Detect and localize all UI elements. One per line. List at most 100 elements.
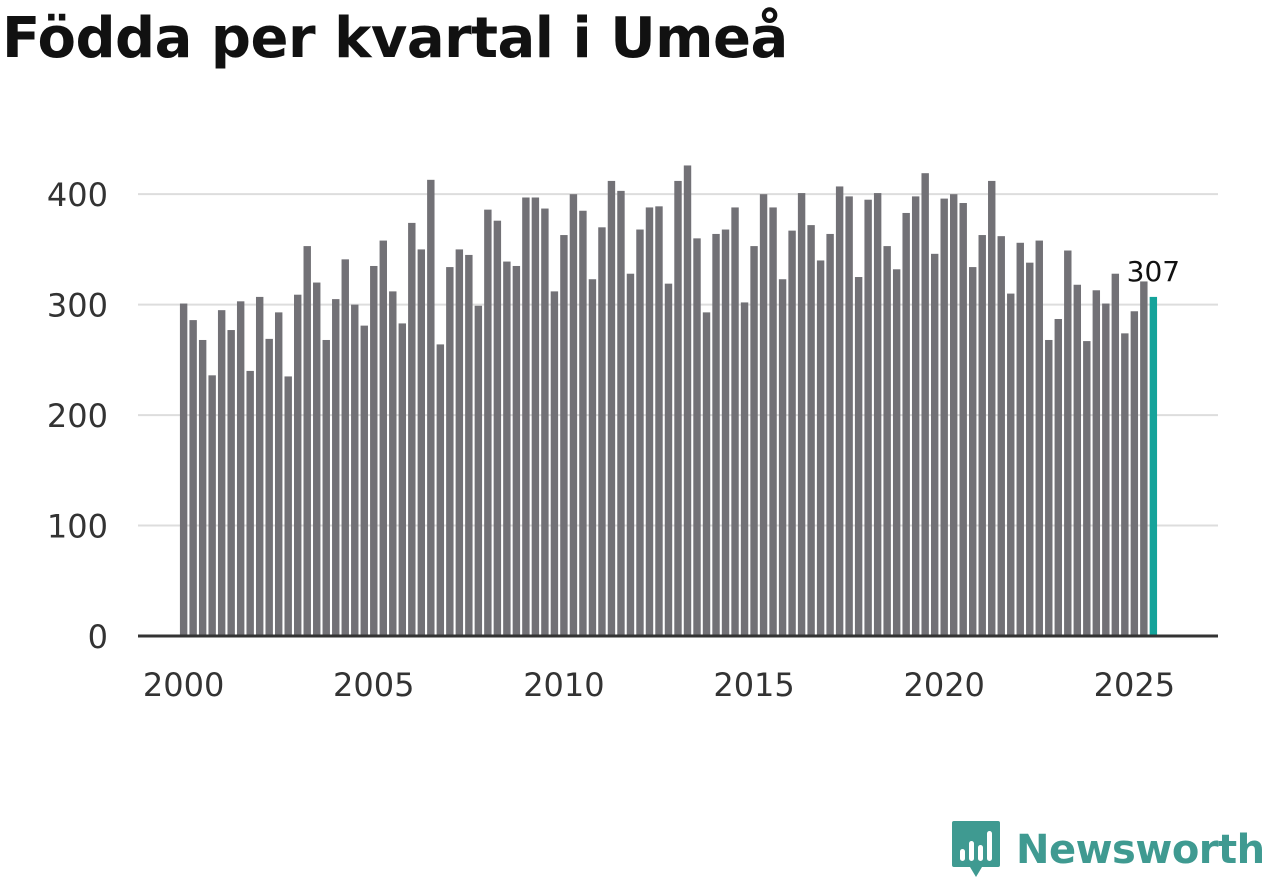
bar bbox=[265, 338, 273, 636]
bar bbox=[1092, 290, 1101, 636]
bar-highlight bbox=[1149, 296, 1158, 636]
bar bbox=[236, 301, 245, 636]
bar bbox=[179, 303, 188, 636]
bar bbox=[408, 222, 416, 636]
bar bbox=[436, 344, 445, 636]
bar bbox=[940, 198, 948, 636]
bar bbox=[949, 194, 958, 636]
bar bbox=[332, 299, 340, 636]
bar bbox=[227, 330, 235, 636]
bar bbox=[721, 229, 730, 636]
bar bbox=[636, 229, 644, 636]
bar bbox=[883, 246, 891, 636]
brand-name: Newsworthy bbox=[1016, 827, 1262, 873]
bar bbox=[978, 235, 986, 637]
bar bbox=[484, 209, 492, 637]
bar bbox=[351, 304, 359, 636]
bar bbox=[493, 220, 502, 636]
newsworthy-logo-icon bbox=[952, 821, 1000, 877]
bar bbox=[997, 236, 1005, 636]
bar bbox=[284, 376, 292, 636]
bar bbox=[294, 294, 302, 636]
bar bbox=[208, 375, 216, 636]
x-tick-label: 2000 bbox=[143, 666, 224, 704]
x-tick-label: 2015 bbox=[713, 666, 794, 704]
bar bbox=[1064, 250, 1072, 636]
bar bbox=[446, 267, 454, 636]
bar bbox=[417, 249, 426, 636]
bar bbox=[1111, 273, 1120, 636]
bar bbox=[303, 246, 311, 636]
bar bbox=[902, 212, 910, 636]
bar bbox=[674, 180, 682, 636]
chart-title: Födda per kvartal i Umeå bbox=[2, 6, 788, 71]
bar bbox=[598, 227, 606, 636]
bar bbox=[1035, 240, 1043, 636]
bar bbox=[560, 235, 568, 637]
bar bbox=[550, 291, 559, 636]
bar bbox=[1045, 339, 1053, 636]
bar bbox=[607, 180, 616, 636]
y-tick-label: 100 bbox=[47, 508, 108, 546]
bar bbox=[921, 173, 929, 637]
bar bbox=[531, 197, 540, 636]
bar bbox=[1073, 284, 1082, 636]
bar bbox=[541, 208, 549, 637]
bar bbox=[807, 225, 815, 637]
bar bbox=[512, 265, 521, 636]
bar bbox=[189, 320, 197, 636]
bar bbox=[217, 310, 226, 636]
x-tick-label: 2010 bbox=[523, 666, 604, 704]
bar bbox=[778, 279, 787, 636]
bars bbox=[179, 165, 1158, 637]
bar bbox=[1102, 303, 1110, 636]
bar bbox=[255, 296, 264, 636]
x-tick-label: 2005 bbox=[333, 666, 414, 704]
bar bbox=[322, 339, 330, 636]
bar bbox=[702, 312, 711, 636]
y-tick-label: 300 bbox=[47, 287, 108, 325]
y-axis-ticks: 0 100 200 300 400 bbox=[47, 176, 108, 656]
bar bbox=[370, 265, 378, 636]
bar bbox=[579, 210, 587, 636]
bar bbox=[664, 283, 673, 636]
bar bbox=[655, 206, 663, 636]
bar bbox=[988, 180, 996, 636]
bar bbox=[759, 194, 768, 636]
bar bbox=[588, 279, 597, 636]
bar bbox=[1140, 281, 1148, 636]
bar bbox=[569, 194, 578, 636]
bar bbox=[246, 370, 254, 636]
bar bbox=[797, 193, 806, 636]
bar bbox=[522, 197, 530, 636]
bar bbox=[198, 339, 207, 636]
bar bbox=[455, 249, 464, 636]
bar bbox=[683, 165, 692, 637]
bar bbox=[750, 246, 758, 636]
y-tick-label: 400 bbox=[47, 176, 108, 214]
bar bbox=[1130, 311, 1139, 636]
bar bbox=[645, 207, 654, 636]
bar bbox=[835, 186, 844, 636]
bar bbox=[1007, 293, 1015, 636]
bar bbox=[617, 190, 625, 637]
bar bbox=[769, 207, 777, 636]
bar bbox=[274, 312, 283, 636]
bar bbox=[389, 291, 397, 636]
bar bbox=[465, 254, 473, 636]
bar bbox=[892, 269, 901, 636]
bar bbox=[911, 196, 920, 636]
bar bbox=[427, 179, 435, 636]
bar bbox=[379, 240, 387, 636]
y-tick-label: 200 bbox=[47, 397, 108, 435]
bar bbox=[1026, 262, 1034, 636]
bar bbox=[1083, 341, 1091, 636]
bar bbox=[712, 233, 720, 637]
bar bbox=[398, 323, 407, 636]
bar bbox=[854, 277, 863, 636]
bar bbox=[845, 196, 853, 636]
bar bbox=[826, 233, 834, 637]
bar bbox=[1016, 242, 1024, 637]
last-value-label: 307 bbox=[1127, 255, 1180, 288]
